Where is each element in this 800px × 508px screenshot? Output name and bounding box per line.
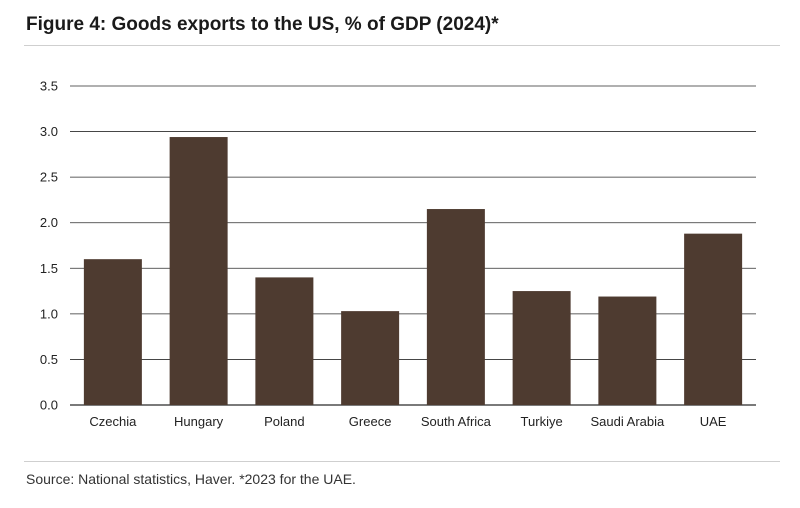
y-tick-label: 1.0 <box>40 306 58 321</box>
y-tick-label: 3.5 <box>40 79 58 94</box>
bar-greece <box>341 311 400 405</box>
x-tick-label: Turkiye <box>521 414 563 429</box>
x-tick-label: Poland <box>264 414 304 429</box>
source-note: Source: National statistics, Haver. *202… <box>26 471 356 487</box>
x-tick-label: Saudi Arabia <box>591 414 665 429</box>
bar-poland <box>255 277 314 405</box>
bottom-divider <box>24 461 780 462</box>
bar-hungary <box>169 137 228 406</box>
x-tick-label: Czechia <box>89 414 137 429</box>
x-tick-label: UAE <box>700 414 727 429</box>
bar-uae <box>684 233 743 405</box>
bar-czechia <box>83 259 142 405</box>
y-tick-label: 2.5 <box>40 170 58 185</box>
x-tick-label: Greece <box>349 414 392 429</box>
bar-saudi-arabia <box>598 296 657 405</box>
y-tick-label: 0.5 <box>40 352 58 367</box>
x-tick-label: Hungary <box>174 414 224 429</box>
bar-turkiye <box>512 291 571 405</box>
x-tick-label: South Africa <box>421 414 492 429</box>
y-tick-label: 1.5 <box>40 261 58 276</box>
y-tick-label: 2.0 <box>40 215 58 230</box>
bar-chart: 0.0 0.5 1.0 1.5 2.0 2.5 3.0 3.5 Czechia Hungary P… <box>40 79 756 429</box>
top-divider <box>24 45 780 46</box>
chart-title: Figure 4: Goods exports to the US, % of … <box>26 14 499 35</box>
y-tick-labels: 0.0 0.5 1.0 1.5 2.0 2.5 3.0 3.5 <box>40 79 58 413</box>
bar-south-africa <box>426 209 485 405</box>
x-tick-labels: Czechia Hungary Poland Greece South Africa Tu… <box>89 414 726 429</box>
y-tick-label: 0.0 <box>40 398 58 413</box>
y-tick-label: 3.0 <box>40 124 58 139</box>
bars <box>83 137 743 406</box>
